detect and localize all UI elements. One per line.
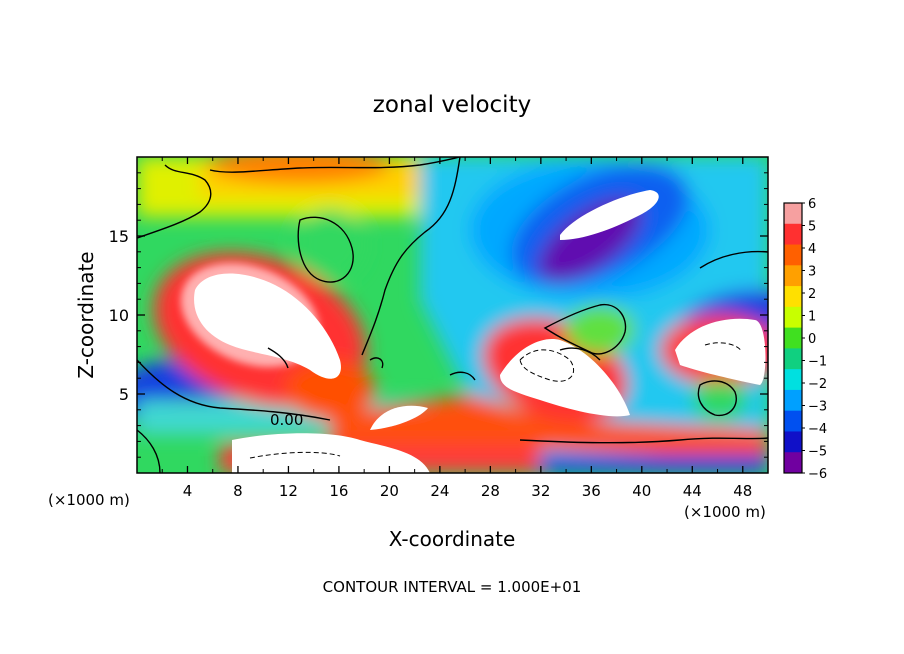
y-axis: 5 10 15 — [109, 172, 768, 458]
contour-interval-note: CONTOUR INTERVAL = 1.000E+01 — [323, 578, 582, 596]
contour-zero-label: 0.00 — [270, 411, 303, 429]
x-tick-label: 12 — [279, 482, 298, 500]
x-axis-units-left: (×1000 m) — [48, 491, 130, 509]
x-tick-label: 36 — [582, 482, 601, 500]
colorbar-swatch — [784, 327, 802, 349]
x-axis-units-right: (×1000 m) — [684, 503, 766, 521]
x-tick-label: 40 — [632, 482, 651, 500]
colorbar: 6 5 4 3 2 1 0 −1 −2 −3 −4 −5 −6 — [783, 197, 827, 482]
x-tick-label: 48 — [733, 482, 752, 500]
x-axis-label: X-coordinate — [389, 527, 516, 551]
colorbar-swatch — [784, 306, 802, 329]
contour-lines — [137, 157, 768, 473]
colorbar-swatch — [784, 431, 802, 453]
colorbar-tick-label: −1 — [808, 355, 827, 370]
x-tick-label: 16 — [329, 482, 348, 500]
negative-contours — [249, 342, 743, 459]
colorbar-swatch — [784, 244, 802, 266]
colorbar-tick-label: 3 — [808, 265, 816, 280]
x-tick-label: 44 — [683, 482, 702, 500]
y-tick-label: 10 — [109, 306, 129, 325]
colorbar-tick-label: −3 — [808, 400, 827, 415]
x-tick-label: 8 — [233, 482, 243, 500]
y-tick-label: 5 — [119, 385, 129, 404]
colorbar-tick-label: −4 — [808, 422, 827, 437]
colorbar-swatch — [784, 265, 802, 287]
colorbar-swatch — [784, 452, 802, 474]
y-tick-label: 15 — [109, 227, 129, 246]
x-tick-label: 32 — [531, 482, 550, 500]
colorbar-swatch — [784, 410, 802, 432]
x-tick-label: 20 — [380, 482, 399, 500]
colorbar-swatch — [784, 286, 802, 308]
chart-title: zonal velocity — [373, 92, 531, 118]
colorbar-tick-label: 0 — [808, 332, 816, 347]
colorbar-tick-label: 5 — [808, 220, 816, 235]
colorbar-swatch — [784, 369, 802, 391]
colorbar-swatch — [784, 203, 802, 225]
heatmap-field: 0.00 — [137, 157, 768, 473]
colorbar-tick-label: 4 — [808, 242, 816, 257]
colorbar-swatch — [784, 223, 802, 246]
x-tick-label: 24 — [430, 482, 449, 500]
colorbar-tick-label: −6 — [808, 467, 827, 482]
colorbar-tick-label: −2 — [808, 377, 827, 392]
x-tick-label: 28 — [481, 482, 500, 500]
colorbar-tick-label: 6 — [808, 197, 816, 212]
colorbar-swatch — [784, 389, 802, 412]
colorbar-tick-label: 2 — [808, 287, 816, 302]
x-axis: 4 8 12 16 20 24 28 32 36 40 44 48 — [161, 157, 752, 500]
colorbar-tick-label: 1 — [808, 310, 816, 325]
x-tick-label: 4 — [183, 482, 193, 500]
y-axis-label: Z-coordinate — [74, 251, 98, 378]
colorbar-tick-label: −5 — [808, 445, 827, 460]
colorbar-swatch — [784, 348, 802, 370]
